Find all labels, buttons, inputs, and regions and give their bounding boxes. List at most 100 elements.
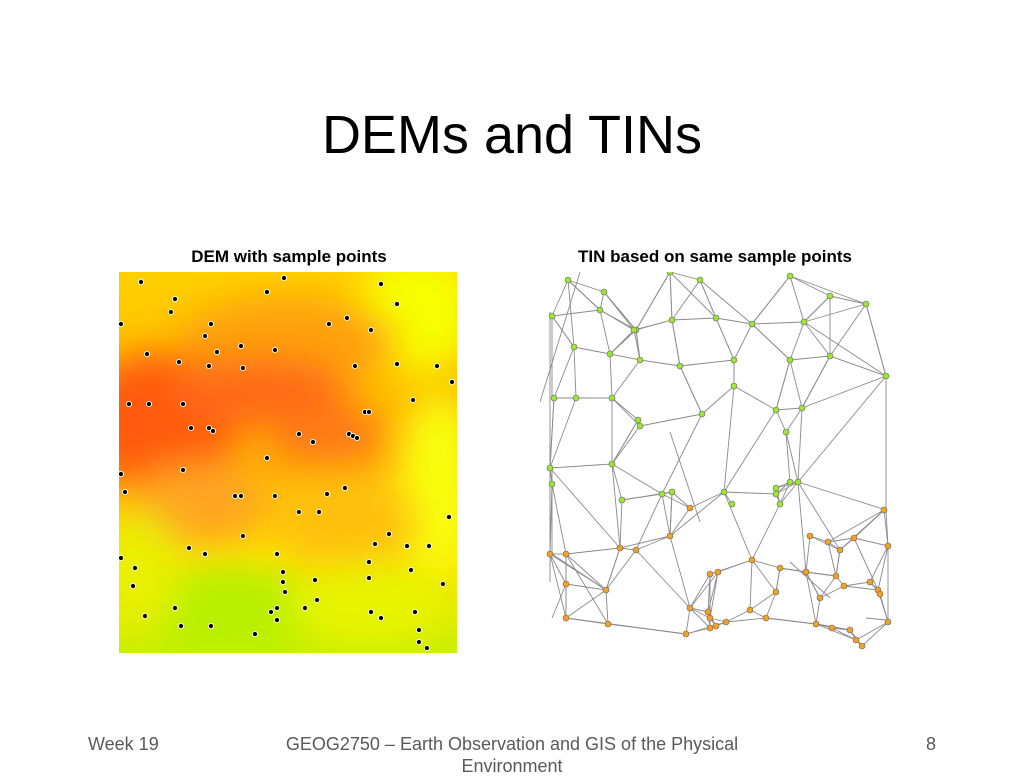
tin-edge (671, 317, 717, 321)
tin-node (786, 272, 794, 280)
tin-edge (611, 419, 639, 465)
dem-sample-point (167, 308, 175, 316)
tin-edge (789, 275, 805, 323)
dem-sample-point (121, 488, 129, 496)
tin-edge (829, 355, 887, 377)
tin-edge (669, 272, 717, 319)
dem-sample-point (365, 574, 373, 582)
dem-sample-point (273, 616, 281, 624)
tin-edge (775, 567, 781, 593)
tin-edge (699, 279, 717, 319)
tin-edge (669, 491, 673, 537)
tin-caption: TIN based on same sample points (578, 247, 852, 266)
tin-edge (685, 607, 691, 635)
dem-sample-point (209, 427, 217, 435)
tin-edge (829, 303, 867, 357)
tin-node (636, 422, 644, 430)
tin-edge (689, 573, 711, 609)
tin-edge (605, 547, 621, 591)
tin-node (730, 356, 738, 364)
tin-node (762, 614, 770, 622)
tin-edge (689, 607, 711, 629)
tin-node (666, 272, 674, 276)
tin-edge (685, 627, 711, 635)
tin-edge (551, 315, 575, 348)
tin-edge (605, 549, 637, 591)
tin-edge (661, 493, 691, 509)
tin-node (862, 300, 870, 308)
tin-edge (565, 553, 609, 625)
tin-node (704, 608, 712, 616)
tin-edge (551, 309, 601, 317)
tin-edge (723, 409, 777, 493)
tin-edge (789, 275, 831, 297)
tin-node (782, 428, 790, 436)
tin-node (686, 504, 694, 512)
tin-edge (827, 509, 885, 543)
tin-edge (803, 295, 831, 323)
tin-node (776, 564, 784, 572)
dem-sample-point (367, 608, 375, 616)
tin-edge (661, 493, 671, 537)
tin-edge (553, 346, 575, 399)
tin-edge (699, 279, 753, 325)
tin-node (786, 478, 794, 486)
tin-node (706, 614, 714, 622)
tin-node (728, 500, 736, 508)
slide-title: DEMs and TINs (321, 105, 703, 165)
dem-sample-point (145, 400, 153, 408)
dem-sample-point (239, 364, 247, 372)
tin-diagram (540, 272, 892, 650)
tin-edge (733, 323, 753, 361)
tin-edge (865, 617, 887, 621)
tin-node (548, 312, 556, 320)
tin-edge (827, 541, 837, 577)
tin-node (786, 356, 794, 364)
tin-node (776, 500, 784, 508)
dem-sample-point (295, 508, 303, 516)
tin-node (884, 542, 892, 550)
tin-edge (797, 375, 887, 483)
tin-edge (877, 545, 889, 591)
tin-edge (725, 617, 767, 623)
dem-sample-point (315, 508, 323, 516)
tin-node (676, 362, 684, 370)
tin-edge (779, 567, 807, 573)
dem-sample-point (125, 400, 133, 408)
dem-caption: DEM with sample points (191, 247, 387, 266)
tin-edges (540, 272, 889, 647)
tin-edge (789, 275, 867, 305)
tin-edge (679, 359, 735, 367)
tin-node (668, 488, 676, 496)
tin-node (608, 460, 616, 468)
tin-node (884, 618, 892, 626)
tin-edge (797, 481, 807, 573)
tin-node (846, 626, 854, 634)
tin-edge (635, 549, 691, 609)
tin-edge (853, 537, 889, 547)
dem-sample-point (323, 490, 331, 498)
dem-sample-point (365, 558, 373, 566)
tin-edge (669, 272, 701, 281)
tin-edge (669, 491, 725, 537)
tin-edge (609, 353, 641, 361)
tin-node (802, 568, 810, 576)
dem-sample-point (448, 378, 456, 386)
dem-sample-point (377, 614, 385, 622)
tin-edge (723, 385, 735, 493)
tin-node (570, 343, 578, 351)
tin-edge (749, 559, 753, 611)
tin-edge (669, 272, 673, 321)
tin-edge (611, 463, 621, 549)
tin-node (572, 394, 580, 402)
tin-edge (751, 323, 791, 361)
tin-node (730, 382, 738, 390)
dem-sample-point (445, 513, 453, 521)
dem-sample-point (231, 492, 239, 500)
dem-sample-point (205, 424, 213, 432)
dem-sample-point (271, 346, 279, 354)
tin-node (800, 318, 808, 326)
tin-node (858, 642, 866, 650)
dem-sample-point (179, 400, 187, 408)
